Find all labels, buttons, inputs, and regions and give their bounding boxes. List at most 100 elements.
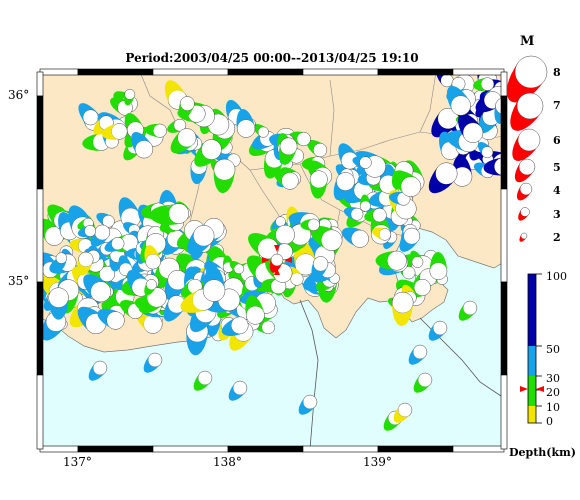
magnitude-2-ball [519,232,528,242]
earthquake-mechanism [178,96,195,119]
depth-label-50: 50 [546,343,560,356]
depth-label-30: 30 [546,372,560,385]
earthquake-mechanism [157,203,190,225]
mainshock-marker [262,245,292,275]
earthquake-mechanism [473,77,495,91]
magnitude-3-ball [518,207,530,221]
depth-label-100: 100 [546,270,567,283]
earthquake-mechanism [187,225,215,256]
frame-segment [36,188,44,283]
magnitude-4-ball [516,182,533,201]
mainshock-mechanism [269,253,284,273]
magnitude-label-3: 3 [553,208,561,221]
depth-label-20: 20 [546,386,560,399]
earthquake-mechanism [310,225,343,251]
earthquake-mechanism [372,227,392,241]
frame-segment [152,445,229,453]
magnitude-8-ball [506,55,548,103]
earthquake-mechanism [101,123,128,140]
frame-segment [39,445,79,453]
magnitude-label-8: 8 [553,66,561,79]
depth-colorbar [527,273,542,424]
frame-segment [452,68,505,76]
frame-segment [152,68,229,76]
earthquake-mechanism [228,380,248,401]
earthquake-mechanism [333,172,355,201]
lon-label-138: 138° [213,455,242,469]
earthquake-mechanism [429,252,448,280]
earthquake-mechanism [431,107,459,138]
earthquake-mechanism [124,88,136,106]
earthquake-mechanism [428,162,458,194]
earthquake-mechanism [90,224,111,247]
frame-segment [500,71,508,97]
frame-segment [452,445,505,453]
magnitude-label-4: 4 [553,184,561,197]
frame-segment [500,95,508,190]
frame-segment [227,445,304,453]
earthquake-mechanism [96,212,115,228]
frame-segment [227,68,304,76]
frame-segment [36,374,44,450]
earthquake-mechanism [359,194,371,212]
magnitude-label-7: 7 [553,99,561,112]
magnitude-7-ball [510,92,544,131]
earthquake-mechanism [413,372,433,393]
mainshock-depth-marker [520,386,544,392]
earthquake-mechanism [477,141,494,159]
earthquake-mechanism [213,158,236,194]
earthquake-mechanism [97,308,125,330]
earthquake-mechanism [144,279,158,296]
earthquake-mechanism [144,245,161,270]
lon-label-139: 139° [363,455,392,469]
depth-legend-unit: Depth(km) [509,446,576,459]
earthquake-mechanism [248,233,279,260]
frame-segment [77,445,154,453]
earthquake-mechanism [298,394,318,415]
lon-label-137: 137° [63,455,92,469]
earthquake-mechanism [253,123,269,138]
earthquake-mechanism [300,218,320,231]
magnitude-5-ball [514,158,536,183]
frame-segment [500,374,508,450]
frame-segment [36,281,44,376]
earthquake-mechanism [229,260,245,275]
earthquake-mechanism [202,266,226,302]
frame-segment [377,68,454,76]
magnitude-label-6: 6 [553,134,561,147]
earthquake-mechanism [48,287,69,320]
earthquake-mechanism [342,227,369,248]
earthquake-mechanism [55,252,68,271]
earthquake-mechanism [458,300,478,321]
earthquake-mechanism [446,85,471,116]
earthquake-mechanism [236,109,256,138]
earthquake-mechanism [194,139,222,167]
earthquake-mechanism [375,250,407,271]
earthquake-mechanism [221,316,249,336]
frame-segment [36,71,44,97]
map-title: Period:2003/04/25 00:00--2013/04/25 19:1… [125,51,419,65]
earthquake-mechanism [391,291,414,326]
earthquake-mechanism [393,402,413,423]
earthquake-mechanism [88,360,108,381]
magnitude-legend-heading: M [520,34,535,49]
earthquake-mechanism [193,370,213,391]
earthquake-mechanism [343,207,364,221]
earthquake-mechanism [428,320,448,341]
magnitude-label-5: 5 [553,161,561,174]
magnitude-6-ball [512,128,541,161]
frame-segment [500,188,508,283]
lat-label-36: 36° [8,88,30,102]
earthquake-mechanism [77,225,97,238]
earthquake-mechanism [410,250,424,268]
lat-label-35: 35° [8,274,30,288]
earthquake-mechanism [78,103,99,126]
frame-segment [377,445,454,453]
earthquake-mechanism [83,274,112,303]
earthquake-mechanism [309,170,328,199]
earthquake-mechanism [352,156,372,169]
earthquake-mechanism [458,113,484,143]
earthquake-mechanism [164,269,188,301]
frame-segment [500,281,508,376]
